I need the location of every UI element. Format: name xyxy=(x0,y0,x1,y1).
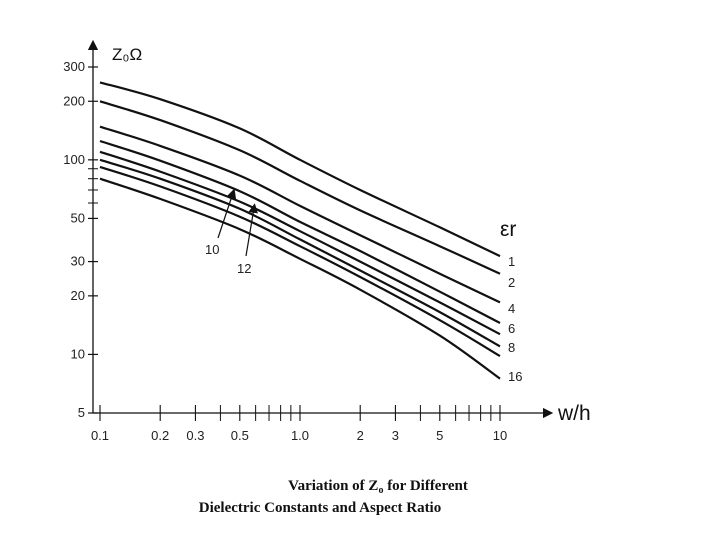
axes: 5 10 20 30 50 100 200 300 0.1 0.2 0.3 0.5 1.0 2 3 5 10 Z₀… xyxy=(63,39,591,443)
legend-title: εr xyxy=(500,218,516,241)
series-label-er-6: 6 xyxy=(508,321,515,336)
x-tick-label: 0.3 xyxy=(186,428,204,443)
series-label-er-2: 2 xyxy=(508,275,515,290)
series-label-er-1: 1 xyxy=(508,254,515,269)
y-tick-label: 50 xyxy=(71,210,85,225)
curves xyxy=(99,81,501,380)
series-line-er-4 xyxy=(99,125,501,304)
series-line-er-1 xyxy=(99,81,501,258)
x-tick-label: 0.5 xyxy=(231,428,249,443)
series-line-er-2 xyxy=(99,100,501,275)
series-line-er-8 xyxy=(99,150,501,336)
annotation-label-10: 10 xyxy=(205,242,219,257)
annotation-label-12: 12 xyxy=(237,261,251,276)
x-tick-label: 0.2 xyxy=(151,428,169,443)
x-tick-label: 3 xyxy=(392,428,399,443)
y-tick-label: 100 xyxy=(63,152,85,167)
x-axis-title: w/h xyxy=(557,402,591,425)
x-tick-label: 10 xyxy=(493,428,507,443)
series-line-er-12 xyxy=(99,165,501,358)
y-tick-label: 10 xyxy=(71,346,85,361)
series-label-er-16: 16 xyxy=(508,369,522,384)
series-label-er-4: 4 xyxy=(508,301,515,316)
chart-title-line1: Variation of Zo for Different xyxy=(288,478,468,496)
chart-title-line2: Dielectric Constants and Aspect Ratio xyxy=(198,500,442,516)
annotation-arrow-10 xyxy=(217,188,237,239)
y-tick-label: 30 xyxy=(71,254,85,269)
x-tick-label: 5 xyxy=(436,428,443,443)
y-tick-label: 20 xyxy=(71,288,85,303)
y-tick-label: 300 xyxy=(63,59,85,74)
series-line-er-16 xyxy=(99,177,501,380)
x-tick-label: 0.1 xyxy=(91,428,109,443)
y-tick-label: 5 xyxy=(78,405,85,420)
x-tick-label: 2 xyxy=(357,428,364,443)
y-axis-title: Z₀Ω xyxy=(112,45,142,64)
x-tick-label: 1.0 xyxy=(291,428,309,443)
series-line-er-6 xyxy=(99,139,501,324)
annotation-arrow-12 xyxy=(245,203,258,257)
series-label-er-8: 8 xyxy=(508,340,515,355)
series-line-er-10 xyxy=(99,158,501,348)
y-tick-label: 200 xyxy=(63,93,85,108)
